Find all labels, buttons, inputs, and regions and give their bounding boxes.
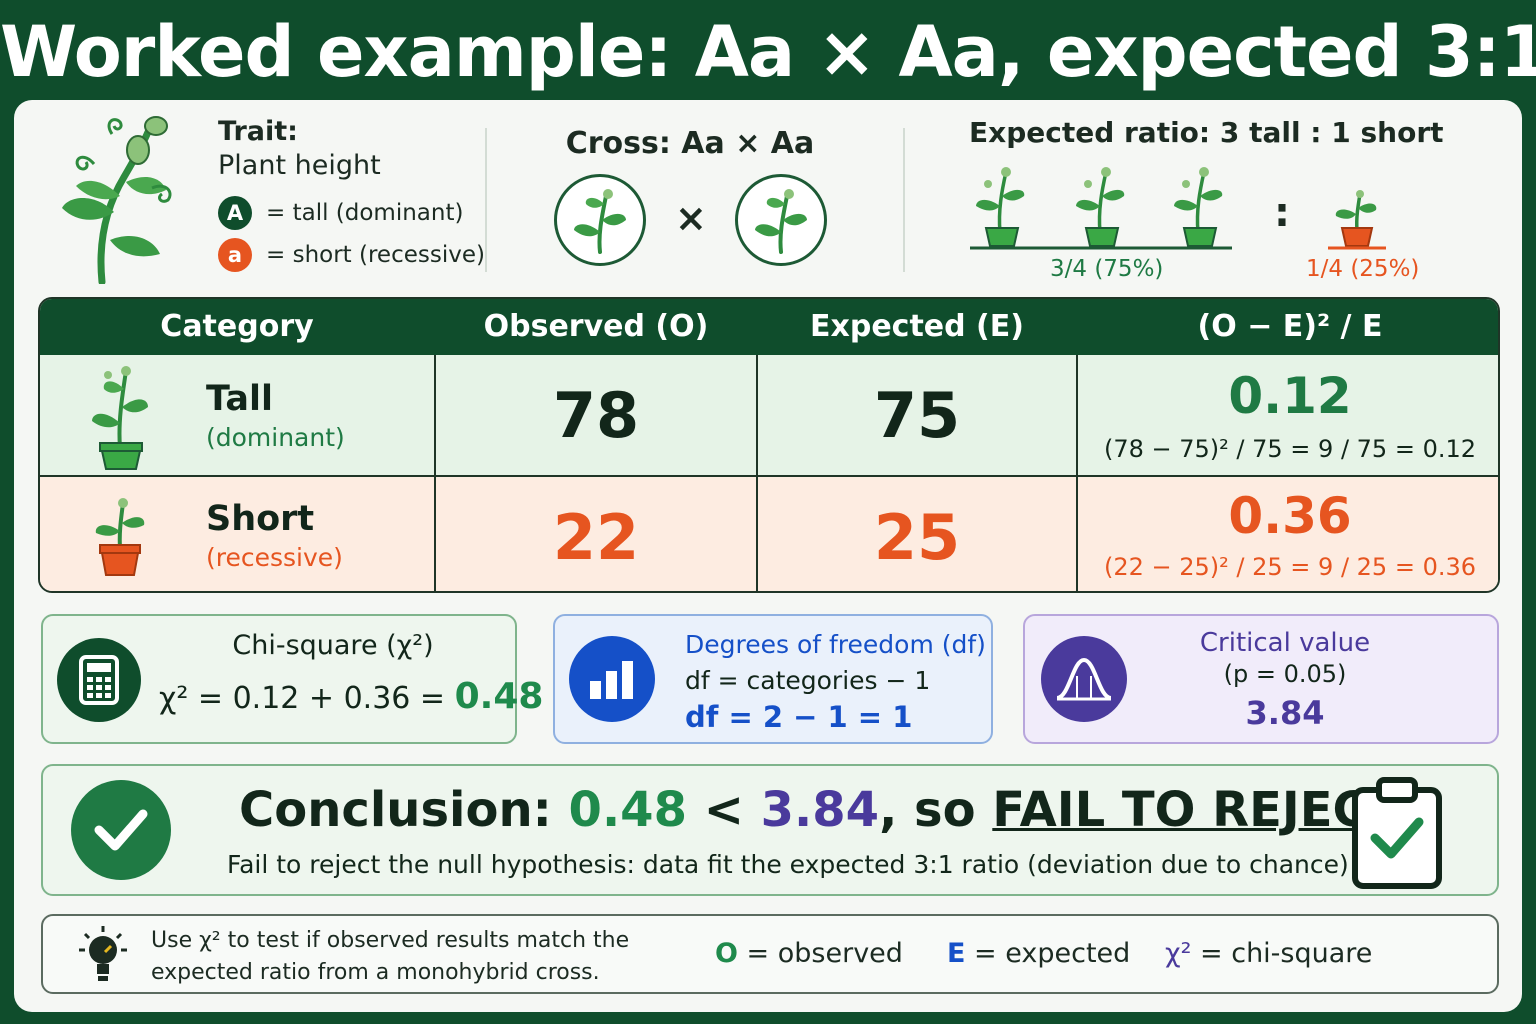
- df-formula: df = categories − 1: [685, 666, 931, 695]
- header-category: Category: [160, 309, 314, 344]
- table-row: Tall (dominant) 78 75 0.12 (78 − 75)² / …: [40, 355, 1498, 475]
- column-divider: [756, 477, 758, 591]
- bar-chart-icon: [569, 636, 655, 722]
- section-divider: [485, 128, 487, 272]
- critical-p-value: (p = 0.05): [1223, 660, 1347, 688]
- conclusion-explanation: Fail to reject the null hypothesis: data…: [227, 850, 1349, 879]
- recessive-allele-text: = short (recessive): [266, 242, 485, 268]
- key-chi-letter: χ²: [1165, 938, 1192, 969]
- chi-square-box: Chi-square (χ²) χ² = 0.12 + 0.36 = 0.48: [41, 614, 543, 744]
- conclusion-chi: 0.48: [568, 782, 687, 838]
- tall-plants-group: [970, 166, 1232, 250]
- parent-plant-right: [735, 174, 827, 266]
- chi-square-equation: χ² = 0.12 + 0.36 =: [159, 681, 446, 716]
- contribution-working: (78 − 75)² / 75 = 9 / 75 = 0.12: [1104, 435, 1476, 463]
- conclusion-box: Conclusion: 0.48 < 3.84, so FAIL TO REJE…: [41, 764, 1499, 896]
- key-chi-square: χ² = chi-square: [1165, 938, 1372, 969]
- conclusion-label: Conclusion:: [239, 782, 552, 838]
- footer-tip-box: Use χ² to test if observed results match…: [41, 914, 1499, 994]
- key-observed: O = observed: [715, 938, 903, 969]
- trait-name: Plant height: [218, 150, 381, 181]
- dominant-allele-key: A = tall (dominant): [218, 196, 463, 230]
- observed-value: 22: [552, 501, 640, 574]
- worksheet-card: Trait: Plant height A = tall (dominant) …: [14, 100, 1522, 1012]
- header-contribution: (O − E)² / E: [1197, 309, 1383, 344]
- column-divider: [434, 355, 436, 475]
- recessive-allele-key: a = short (recessive): [218, 238, 485, 272]
- column-divider: [434, 477, 436, 591]
- recessive-allele-badge: a: [218, 238, 252, 272]
- dominant-allele-badge: A: [218, 196, 252, 230]
- conclusion-statement: Conclusion: 0.48 < 3.84, so FAIL TO REJE…: [239, 782, 1401, 838]
- header-observed: Observed (O): [483, 309, 709, 344]
- df-result: df = 2 − 1 = 1: [685, 700, 913, 734]
- key-observed-letter: O: [715, 938, 738, 969]
- tip-line-1: Use χ² to test if observed results match…: [151, 928, 630, 953]
- expected-ratio-label: Expected ratio: 3 tall : 1 short: [969, 116, 1444, 149]
- cross-label: Cross: Aa × Aa: [565, 126, 815, 161]
- bell-curve-glyph: [1056, 657, 1112, 701]
- contribution-value: 0.36: [1228, 487, 1352, 545]
- calculator-icon: [57, 638, 141, 722]
- checkmark-glyph: [94, 809, 148, 851]
- conclusion-so: , so: [879, 782, 976, 838]
- category-subtitle: (dominant): [206, 423, 345, 452]
- chi-square-label: Chi-square (χ²): [232, 630, 434, 661]
- expected-value: 75: [873, 379, 961, 452]
- pea-plant-icon: [62, 116, 172, 284]
- dominant-allele-text: = tall (dominant): [266, 200, 464, 226]
- key-expected: E = expected: [947, 938, 1130, 969]
- contribution-value: 0.12: [1228, 367, 1352, 425]
- df-label: Degrees of freedom (df): [685, 630, 986, 659]
- column-divider: [1076, 355, 1078, 475]
- checkmark-icon: [71, 780, 171, 880]
- chi-square-table: Category Observed (O) Expected (E) (O − …: [38, 297, 1500, 593]
- conclusion-decision: FAIL TO REJECT: [992, 782, 1401, 838]
- key-observed-text: = observed: [746, 938, 903, 969]
- calculator-glyph: [79, 655, 119, 705]
- tall-potted-plants-icon: [970, 167, 1232, 250]
- key-chi-text: = chi-square: [1200, 938, 1373, 969]
- tip-line-2: expected ratio from a monohybrid cross.: [151, 960, 600, 985]
- table-row: Short (recessive) 22 25 0.36 (22 − 25)² …: [40, 475, 1498, 591]
- trait-heading: Trait:: [218, 116, 298, 147]
- lightbulb-icon: [79, 926, 127, 981]
- chi-square-equation-row: χ² = 0.12 + 0.36 = 0.48: [159, 676, 543, 717]
- key-expected-text: = expected: [974, 938, 1131, 969]
- critical-value-box: Critical value (p = 0.05) 3.84: [1023, 614, 1499, 744]
- expected-value: 25: [873, 501, 961, 574]
- critical-value-label: Critical value: [1199, 628, 1371, 658]
- bar-chart-glyph: [590, 661, 633, 699]
- short-potted-plant-icon: [1328, 190, 1386, 250]
- tall-plant-icon: [92, 366, 148, 470]
- chi-square-result: 0.48: [454, 676, 544, 717]
- short-plant-icon: [95, 498, 145, 576]
- contribution-working: (22 − 25)² / 25 = 9 / 25 = 0.36: [1104, 553, 1476, 581]
- seedling-icon: [755, 189, 807, 254]
- critical-value: 3.84: [1245, 694, 1325, 732]
- header-expected: Expected (E): [810, 309, 1024, 344]
- conclusion-critical: 3.84: [760, 782, 880, 838]
- key-expected-letter: E: [947, 938, 966, 969]
- tall-fraction: 3/4 (75%): [1050, 256, 1164, 282]
- category-name: Tall: [206, 379, 273, 419]
- page-title: Worked example: Aa × Aa, expected 3:1: [0, 11, 1536, 93]
- column-divider: [1076, 477, 1078, 591]
- bell-curve-icon: [1041, 636, 1127, 722]
- ratio-separator: :: [1274, 190, 1290, 236]
- observed-value: 78: [552, 379, 640, 452]
- parent-plant-left: [554, 174, 646, 266]
- section-divider: [903, 128, 905, 272]
- cross-symbol: ×: [675, 196, 707, 240]
- short-fraction: 1/4 (25%): [1306, 256, 1420, 282]
- category-subtitle: (recessive): [206, 543, 343, 572]
- conclusion-less-than: <: [703, 782, 744, 838]
- clipboard-check-icon: [1352, 777, 1442, 889]
- category-name: Short: [206, 499, 315, 539]
- table-header: Category Observed (O) Expected (E) (O − …: [40, 299, 1498, 355]
- column-divider: [756, 355, 758, 475]
- seedling-icon: [574, 189, 626, 254]
- degrees-of-freedom-box: Degrees of freedom (df) df = categories …: [553, 614, 993, 744]
